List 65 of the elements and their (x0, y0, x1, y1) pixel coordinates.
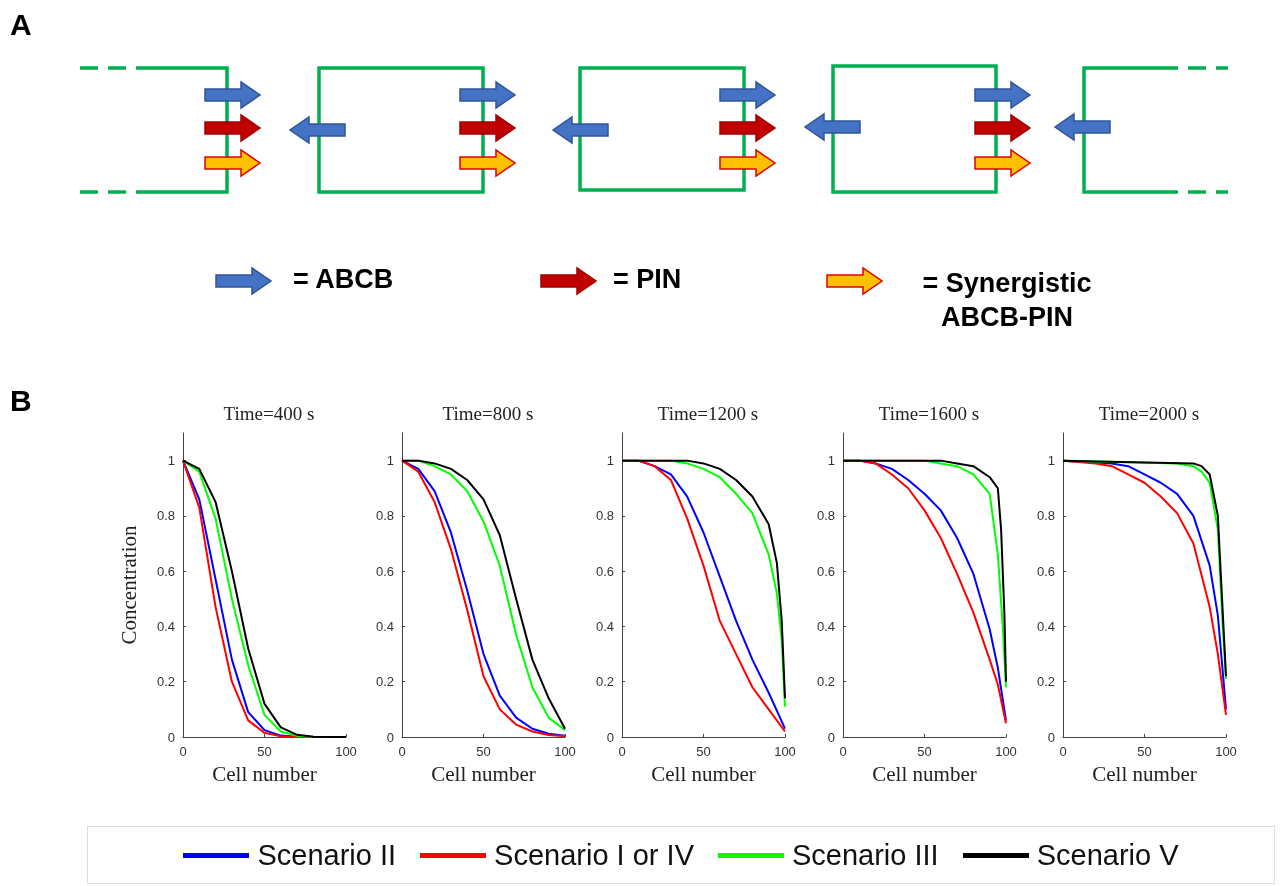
y-tick-label: 0.8 (156, 508, 175, 524)
y-tick-label: 0.6 (595, 563, 614, 579)
x-tick-label: 100 (554, 744, 576, 759)
x-tick-label: 50 (696, 744, 711, 759)
y-tick-label: 0.4 (375, 618, 394, 634)
x-tick-label: 0 (1059, 744, 1067, 759)
y-tick-label: 0.2 (375, 674, 394, 690)
y-tick-label: 0.2 (595, 674, 614, 690)
y-tick-label: 0.4 (156, 618, 175, 634)
y-tick-label: 0.2 (156, 674, 175, 690)
chart-title: Time=1200 s (657, 403, 759, 424)
x-axis-title: Cell number (651, 761, 756, 786)
y-tick-label: 0 (606, 729, 614, 745)
y-tick-label: 1 (827, 453, 835, 469)
y-tick-label: 0 (386, 729, 394, 745)
text: = PIN (613, 264, 682, 295)
legend-label: Scenario V (1036, 838, 1179, 872)
y-tick-label: 1 (606, 453, 614, 469)
y-tick-label: 0.6 (375, 563, 394, 579)
chart-title: Time=400 s (223, 403, 315, 424)
y-tick-label: 0.8 (816, 508, 835, 524)
y-tick-label: 0.4 (1036, 618, 1055, 634)
x-tick-label: 0 (618, 744, 626, 759)
x-tick-label: 100 (1215, 744, 1237, 759)
x-tick-label: 50 (1137, 744, 1152, 759)
chart-title: Time=2000 s (1098, 403, 1200, 424)
x-axis-title: Cell number (431, 761, 536, 786)
x-tick-label: 0 (179, 744, 187, 759)
y-tick-label: 0.6 (156, 563, 175, 579)
x-axis-title: Cell number (1092, 761, 1197, 786)
chart-title: Time=800 s (442, 403, 534, 424)
y-tick-label: 0 (827, 729, 835, 745)
y-tick-label: 0.2 (816, 674, 835, 690)
y-tick-label: 0.2 (1036, 674, 1055, 690)
x-axis-title: Cell number (212, 761, 317, 786)
y-tick-label: 0 (167, 729, 175, 745)
text: = Synergistic ABCB-PIN (921, 267, 1093, 334)
x-tick-label: 50 (476, 744, 491, 759)
text: B (10, 384, 32, 418)
chart-title: Time=1600 s (878, 403, 980, 424)
y-tick-label: 0.4 (816, 618, 835, 634)
y-tick-label: 0 (1047, 729, 1055, 745)
text: A (10, 8, 32, 42)
y-tick-label: 0.8 (595, 508, 614, 524)
y-tick-label: 1 (1047, 453, 1055, 469)
legend-label: Scenario III (791, 838, 939, 872)
text: = ABCB (293, 264, 394, 295)
x-tick-label: 0 (398, 744, 406, 759)
x-tick-label: 100 (335, 744, 357, 759)
y-tick-label: 1 (386, 453, 394, 469)
x-tick-label: 100 (774, 744, 796, 759)
x-tick-label: 100 (995, 744, 1017, 759)
y-tick-label: 0.6 (1036, 563, 1055, 579)
x-tick-label: 50 (917, 744, 932, 759)
legend-label: Scenario I or IV (494, 838, 694, 872)
y-tick-label: 0.8 (375, 508, 394, 524)
y-tick-label: 0.6 (816, 563, 835, 579)
legend-label: Scenario II (257, 838, 397, 872)
x-axis-title: Cell number (872, 761, 977, 786)
y-tick-label: 0.8 (1036, 508, 1055, 524)
y-tick-label: 1 (167, 453, 175, 469)
y-axis-title: Concentration (116, 525, 141, 645)
y-tick-label: 0.4 (595, 618, 614, 634)
x-tick-label: 0 (839, 744, 847, 759)
x-tick-label: 50 (257, 744, 272, 759)
